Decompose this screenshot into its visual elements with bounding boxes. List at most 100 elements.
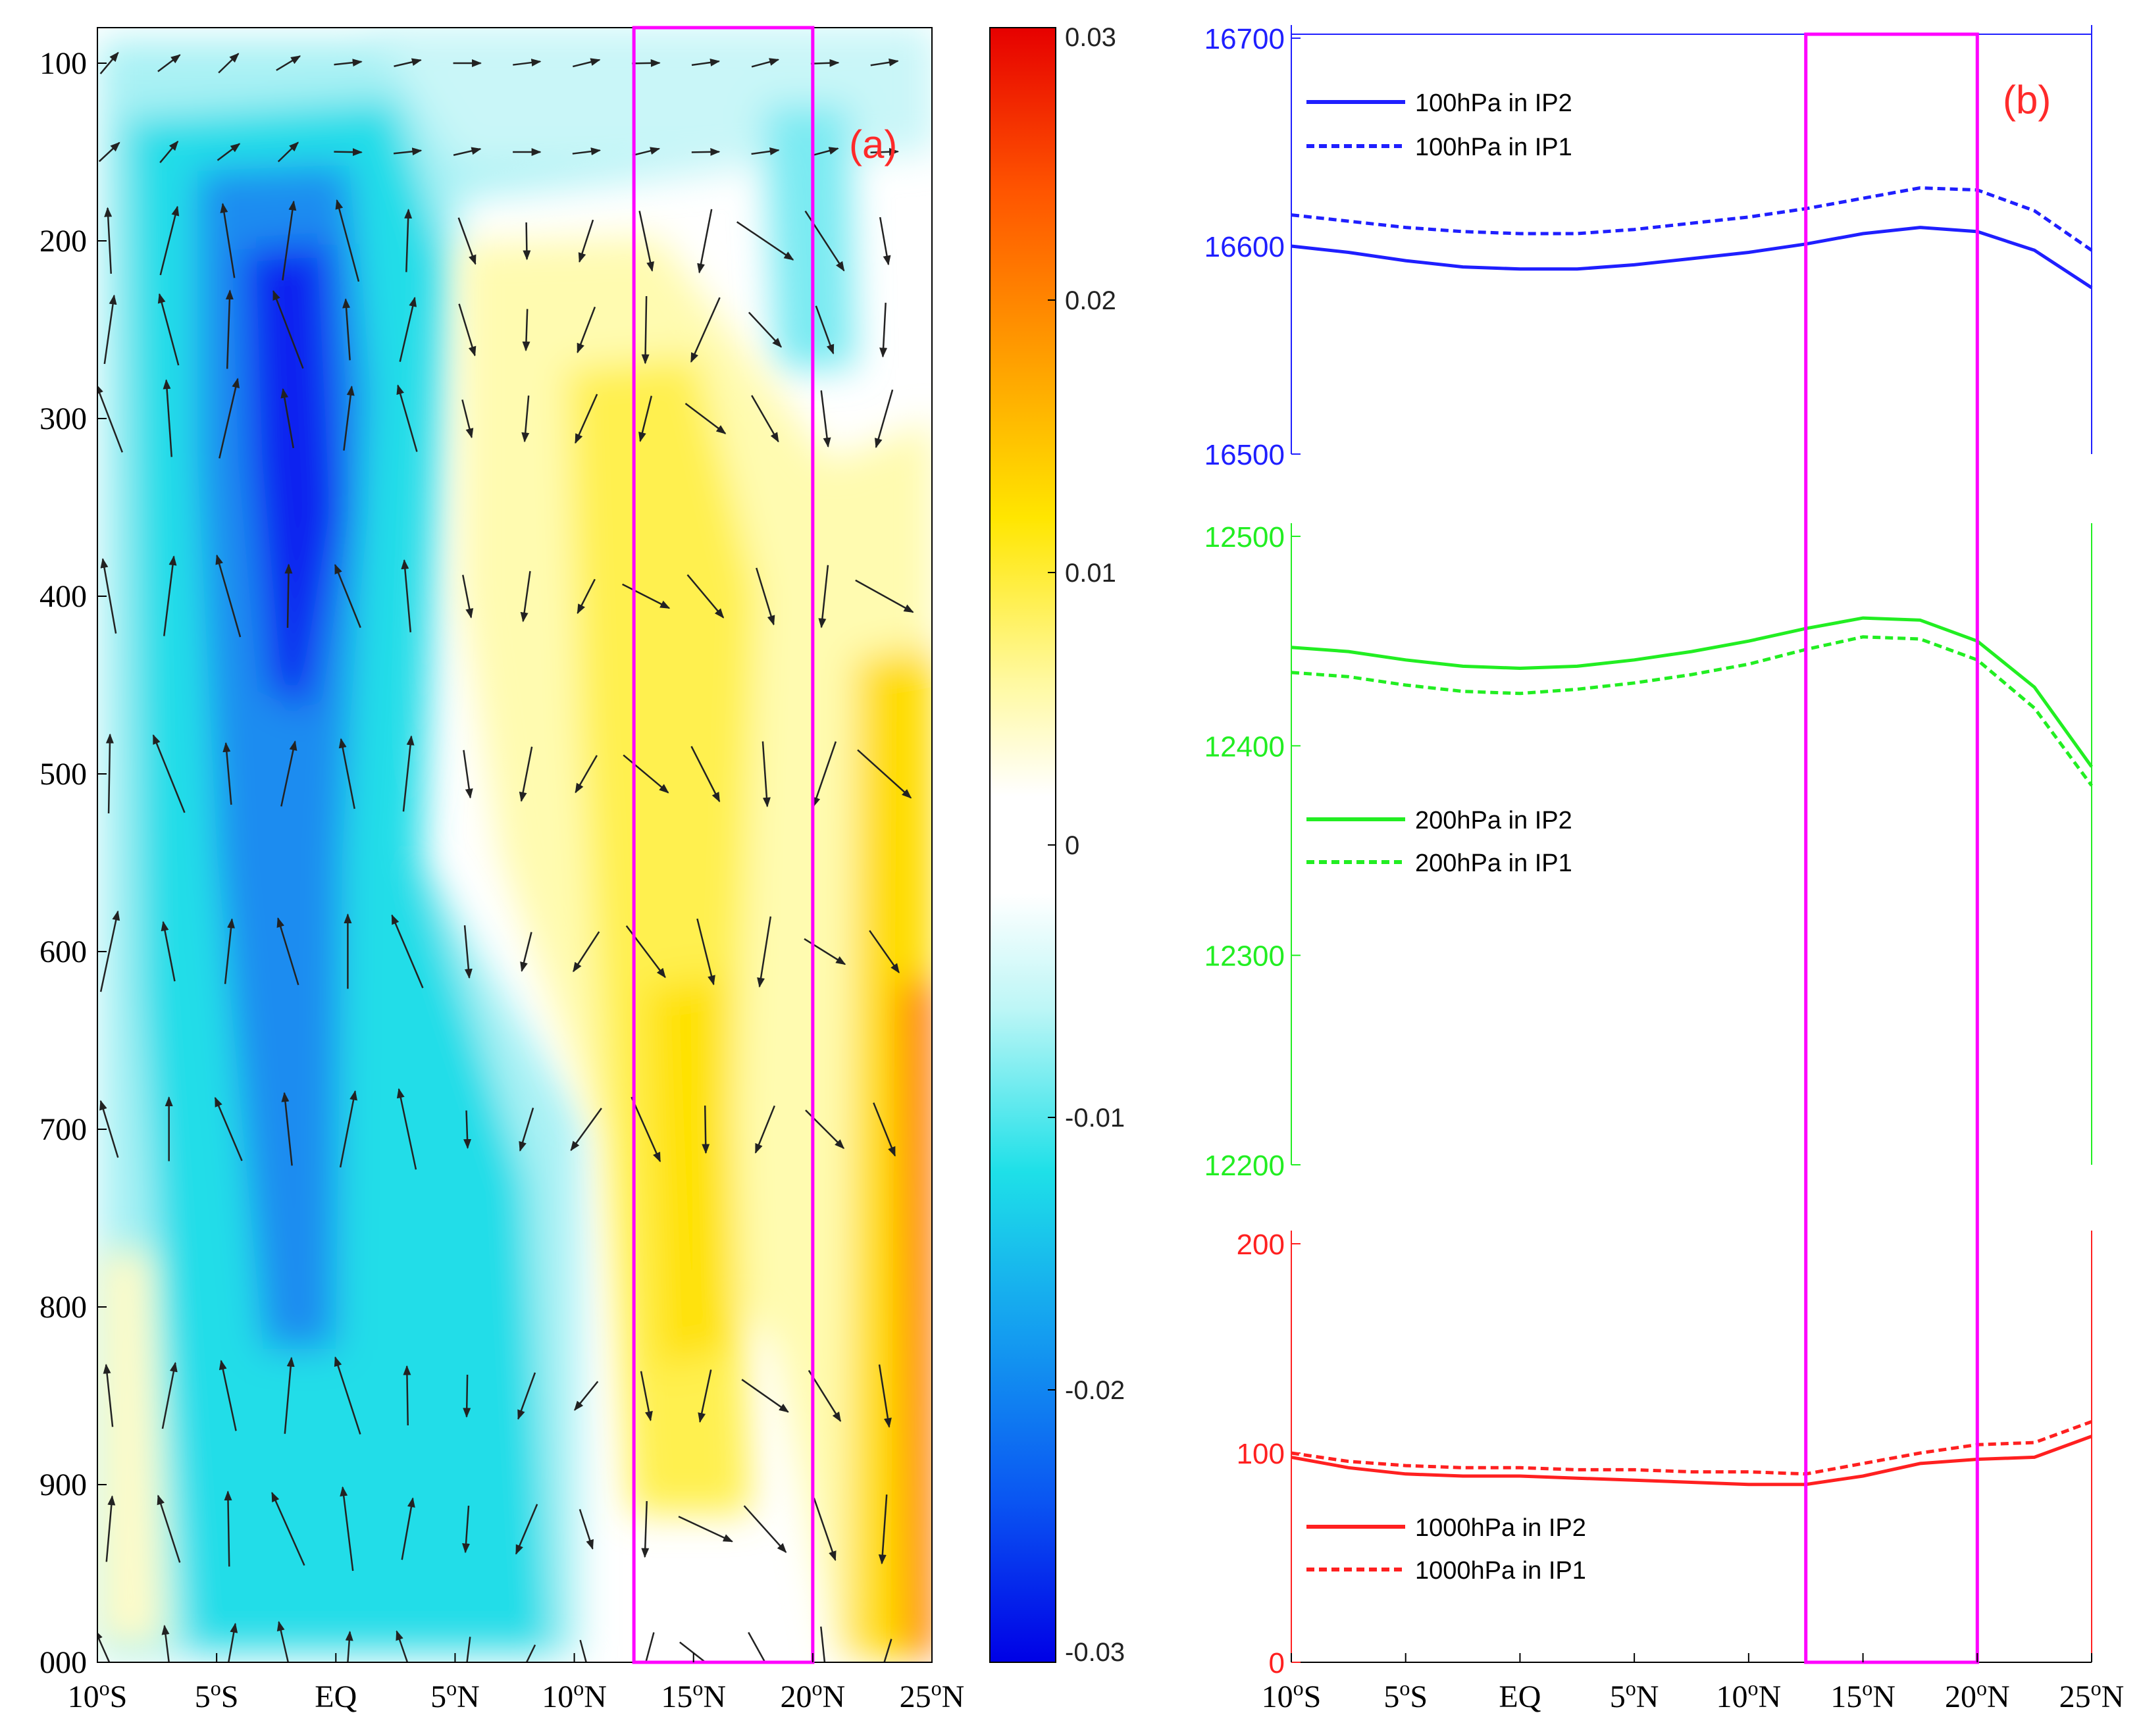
wind-vector [644, 1632, 655, 1662]
x-tick-label: EQ [1499, 1679, 1541, 1714]
wind-vector [463, 1110, 472, 1149]
wind-vector [754, 1105, 775, 1154]
wind-vector [741, 1379, 789, 1413]
wind-vector [103, 294, 117, 365]
legend-entry: 100hPa in IP1 [1415, 134, 1572, 161]
wind-vector [219, 378, 240, 459]
wind-vector [457, 217, 477, 265]
wind-vector [515, 1504, 538, 1555]
y-tick-label: 100 [1237, 1438, 1285, 1470]
wind-vector [215, 554, 242, 638]
wind-vector [157, 293, 180, 366]
wind-vector [345, 1631, 353, 1662]
wind-vector [632, 147, 661, 157]
wind-vector [227, 1622, 238, 1662]
panel-b-legend: 100hPa in IP2 100hPa in IP1 200hPa in IP2 2… [1306, 89, 1586, 1585]
wind-vector [691, 59, 721, 66]
x-tick-label: 20oN [1945, 1676, 2010, 1714]
wind-vector [403, 1365, 411, 1426]
wind-vector [99, 51, 119, 74]
wind-vectors [97, 51, 914, 1662]
wind-vector [757, 916, 772, 988]
wind-vector [751, 395, 779, 443]
panel-b: 16700 16600 16500 12500 12400 12300 12200 200 10… [1204, 23, 2125, 1714]
wind-vector [284, 1356, 295, 1434]
wind-vector [869, 930, 900, 974]
wind-vector [520, 932, 532, 973]
x-tick-label: 10oS [68, 1676, 128, 1714]
x-tick-label: EQ [315, 1679, 357, 1714]
y-tick-label: 300 [39, 401, 87, 436]
highlight-box-b [1804, 32, 1979, 1664]
panel-b-x-axis: 10oS 5oS EQ 5oN 10oN 15oN 20oN 25oN [1262, 1653, 2124, 1714]
wind-vector [152, 734, 186, 813]
negative-secondary [763, 105, 856, 369]
legend-entry: 1000hPa in IP1 [1415, 1557, 1586, 1585]
wind-vector [104, 207, 113, 274]
highlight-box-a [632, 26, 815, 1664]
x-tick-label: 15oN [1830, 1676, 1896, 1714]
x-tick-label: 5oN [430, 1676, 480, 1714]
wind-vector [521, 396, 530, 443]
y-tick-label: 12200 [1204, 1150, 1285, 1182]
wind-vector [103, 1364, 114, 1427]
y-tick-label: 000 [39, 1645, 87, 1680]
panel-a-x-axis: 10oS 5oS EQ 5oN 10oN 15oN 20oN 25oN [68, 1653, 964, 1714]
y-tick-label: 200 [39, 224, 87, 259]
wind-vector [818, 565, 829, 628]
x-tick-label: 20oN [781, 1676, 846, 1714]
series-line-100hpa-in-ip1 [1291, 186, 2093, 252]
wind-vector [224, 918, 235, 984]
y-tick-label: 800 [39, 1290, 87, 1325]
wind-vector [276, 917, 299, 986]
colorbar-tick-label: -0.02 [1065, 1376, 1125, 1405]
wind-vector [214, 1096, 243, 1162]
series-line-200hpa-in-ip2 [1291, 616, 2094, 768]
series-line-1000hpa-in-ip1 [1291, 1419, 2092, 1476]
legend-entry: 200hPa in IP2 [1415, 807, 1572, 834]
wind-vector [105, 733, 114, 814]
wind-vector [684, 403, 727, 434]
colorbar-tick-label: -0.03 [1065, 1638, 1125, 1667]
wind-vector [401, 559, 412, 632]
wind-vector [99, 910, 120, 992]
wind-vector [218, 53, 240, 74]
wind-vector [280, 740, 297, 807]
wind-vector [691, 147, 721, 156]
wind-vector [572, 147, 602, 156]
wind-vector [641, 1500, 650, 1558]
panel-a: (a) 10oS 5oS EQ 5oN 10oN 15oN 20oN 25oN 100 200 3… [39, 26, 964, 1714]
wind-vector [697, 209, 713, 274]
wind-vector [761, 741, 771, 807]
panel-a-field [97, 28, 932, 1662]
wind-vector [870, 58, 899, 66]
x-tick-label: 5oN [1610, 1676, 1659, 1714]
wind-vector [217, 143, 241, 161]
colorbar-tick-label: 0.02 [1065, 286, 1116, 315]
wind-vector [696, 918, 715, 986]
y-tick-label: 900 [39, 1468, 87, 1502]
wind-vector [575, 755, 598, 794]
wind-vector [751, 58, 780, 68]
wind-vector [462, 574, 474, 619]
wind-vector [736, 221, 794, 261]
colorbar-ticks: 0.03 0.02 0.01 0 -0.01 -0.02 -0.03 [1048, 23, 1125, 1667]
series-line-100hpa-in-ip2 [1291, 226, 2093, 290]
legend-entry: 200hPa in IP1 [1415, 850, 1572, 877]
wind-vector [748, 311, 782, 348]
wind-vector [453, 147, 482, 156]
wind-vector [161, 1624, 170, 1662]
wind-vector [335, 199, 360, 282]
wind-vector [402, 735, 415, 812]
wind-vector [623, 754, 669, 794]
wind-vector [522, 309, 530, 351]
wind-vector [570, 1108, 602, 1152]
wind-vector [161, 1362, 178, 1429]
wind-vector [399, 296, 417, 362]
wind-vector [157, 54, 181, 72]
colorbar: 0.03 0.02 0.01 0 -0.01 -0.02 -0.03 [989, 23, 1125, 1667]
wind-vector [98, 141, 120, 163]
wind-vector [220, 203, 236, 278]
wind-vector [225, 290, 234, 369]
wind-vector [577, 307, 596, 353]
